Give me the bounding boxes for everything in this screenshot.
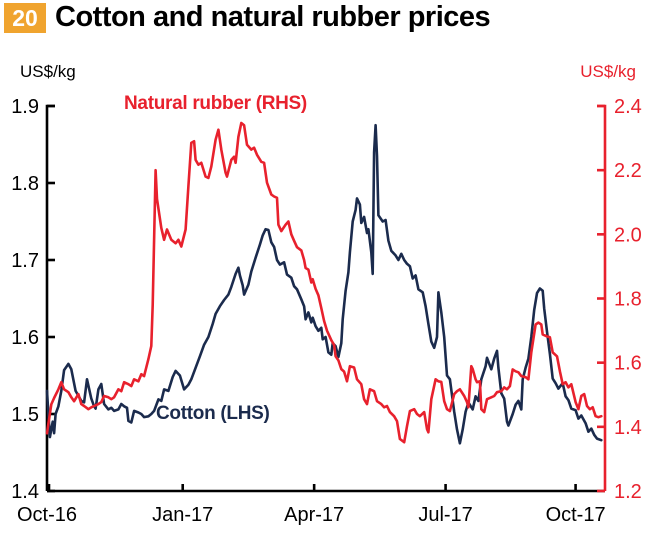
x-axis-tick-label: Apr-17 xyxy=(284,504,344,526)
x-axis-tick-label: Oct-16 xyxy=(17,504,77,526)
right-axis-tick-label: 1.6 xyxy=(614,353,642,375)
right-axis-tick-label: 1.2 xyxy=(614,481,642,503)
x-axis-tick-label: Jan-17 xyxy=(152,504,213,526)
left-axis-tick-label: 1.6 xyxy=(11,327,39,349)
left-axis-tick-label: 1.4 xyxy=(11,481,39,503)
cotton-line xyxy=(45,123,603,445)
left-axis-tick-label: 1.5 xyxy=(11,404,39,426)
right-axis-unit-label: US$/kg xyxy=(580,62,636,81)
x-axis-tick-label: Jul-17 xyxy=(418,504,472,526)
x-axis-tick-label: Oct-17 xyxy=(546,504,606,526)
left-axis-tick-label: 1.8 xyxy=(11,173,39,195)
rubber-line xyxy=(45,121,603,444)
left-axis-tick-label: 1.9 xyxy=(11,96,39,118)
right-axis-tick-label: 1.8 xyxy=(614,289,642,311)
cotton-series-label: Cotton (LHS) xyxy=(156,403,270,424)
page-title: Cotton and natural rubber prices xyxy=(55,1,491,33)
right-axis-tick-label: 2.4 xyxy=(614,96,642,118)
rubber-series-label: Natural rubber (RHS) xyxy=(124,93,307,114)
left-axis-unit-label: US$/kg xyxy=(20,62,76,81)
figure-number-badge: 20 xyxy=(4,3,46,33)
right-axis-tick-label: 1.4 xyxy=(614,417,642,439)
right-axis-tick-label: 2.2 xyxy=(614,160,642,182)
left-axis-tick-label: 1.7 xyxy=(11,250,39,272)
right-axis-tick-label: 2.0 xyxy=(614,224,642,246)
